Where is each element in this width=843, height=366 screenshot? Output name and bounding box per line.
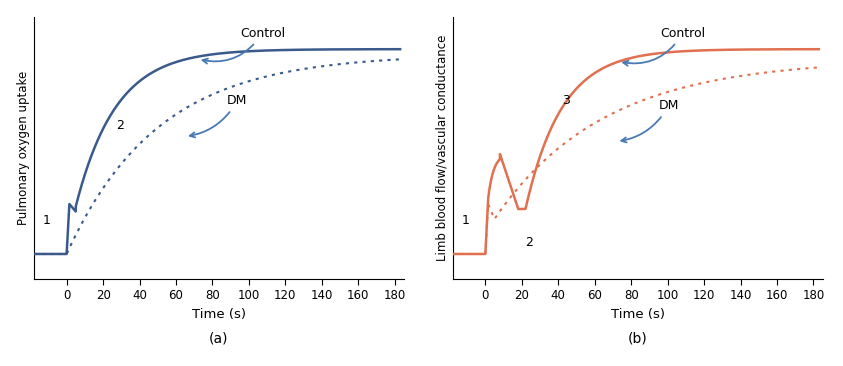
- Text: 2: 2: [115, 119, 124, 132]
- X-axis label: Time (s): Time (s): [610, 308, 664, 321]
- Text: 2: 2: [525, 236, 534, 250]
- Text: (a): (a): [209, 332, 228, 346]
- Text: DM: DM: [621, 99, 679, 142]
- X-axis label: Time (s): Time (s): [192, 308, 246, 321]
- Text: (b): (b): [628, 332, 647, 346]
- Y-axis label: Pulmonary oxygen uptake: Pulmonary oxygen uptake: [17, 71, 30, 225]
- Text: DM: DM: [190, 94, 247, 137]
- Text: Control: Control: [623, 27, 706, 66]
- Text: Control: Control: [202, 27, 285, 64]
- Text: 3: 3: [562, 94, 570, 107]
- Text: 1: 1: [43, 214, 51, 227]
- Text: 1: 1: [462, 214, 470, 227]
- Y-axis label: Limb blood flow/vascular conductance: Limb blood flow/vascular conductance: [435, 35, 448, 261]
